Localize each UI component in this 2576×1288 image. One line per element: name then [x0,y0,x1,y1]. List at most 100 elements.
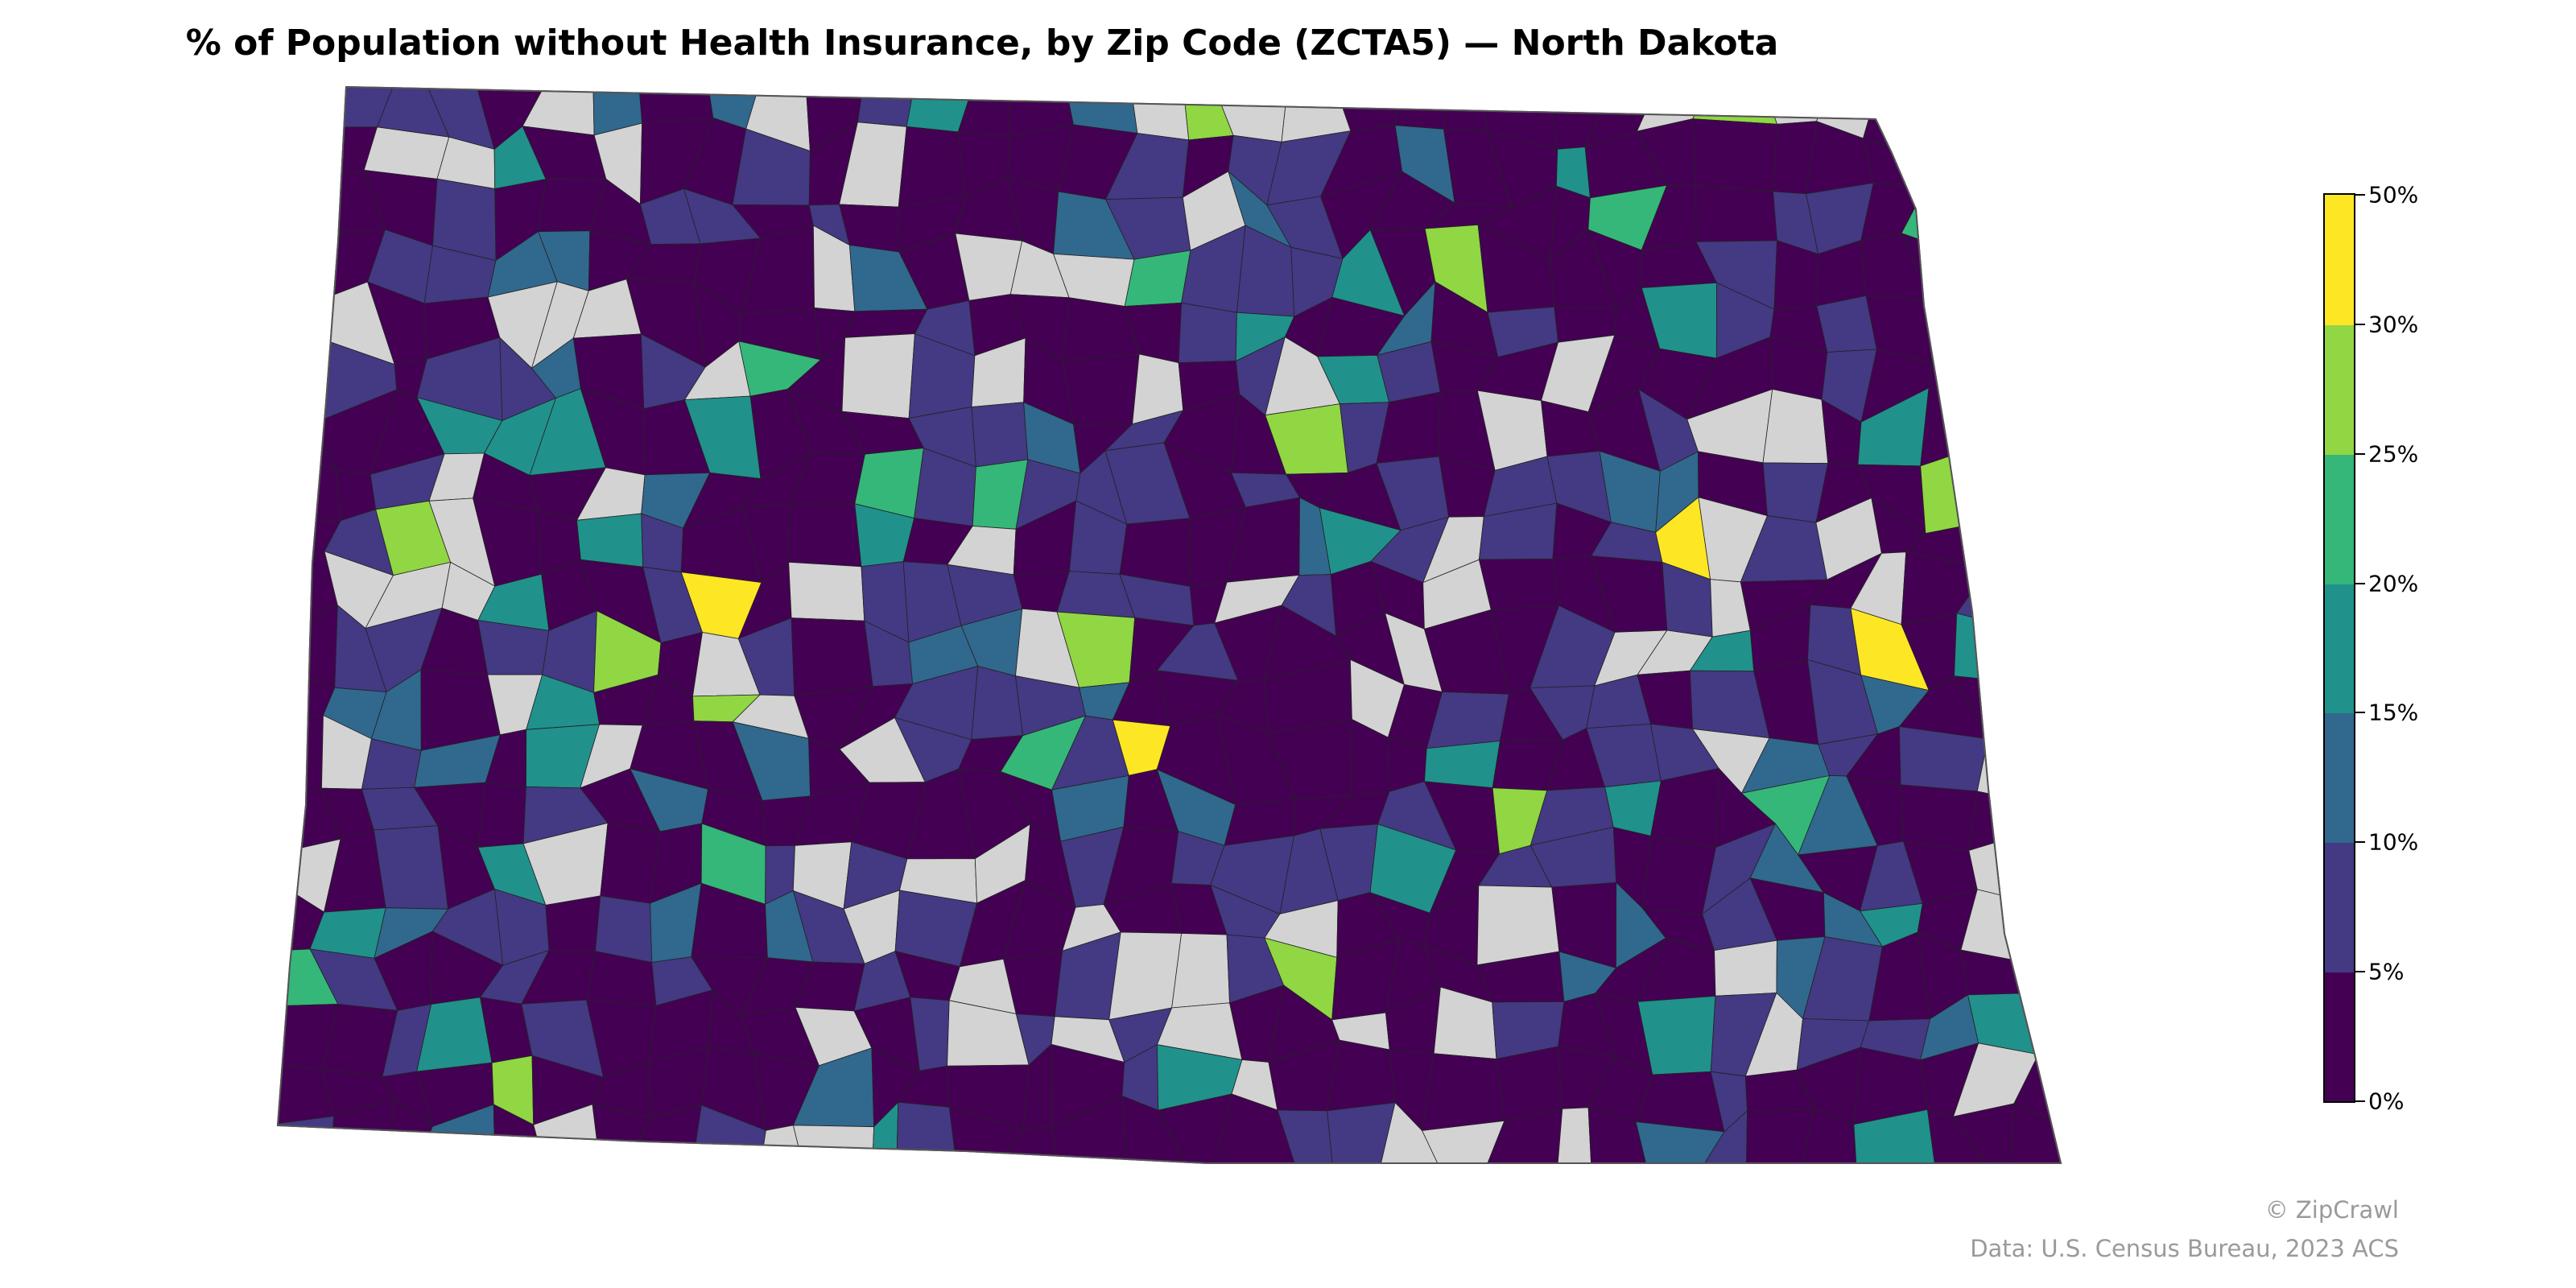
zip-region [1158,1093,1232,1163]
map-title: % of Population without Health Insurance… [185,23,1779,64]
legend-bin [2325,453,2354,584]
legend-tick-mark [2355,971,2365,973]
zip-region [1121,1095,1188,1163]
zip-region [1701,1110,1748,1163]
zip-region [1979,340,2038,405]
zip-region [1981,259,2032,296]
zip-region [1327,1039,1396,1112]
zip-region [595,895,653,963]
legend-tick-mark [2355,582,2365,584]
legend-tick-mark [2355,1100,2365,1102]
zip-region [600,822,661,904]
zip-region [2015,504,2061,583]
zip-region [1108,931,1183,1021]
legend-tick-label: 20% [2368,570,2419,597]
zip-region [2020,728,2061,801]
zip-region [791,617,873,696]
zip-region [1900,784,1978,851]
legend-tick-label: 50% [2368,181,2419,208]
zip-region [278,126,315,181]
zip-region [1863,87,1913,151]
zip-region [278,231,343,303]
zip-region [1485,1108,1563,1163]
zip-region [1968,791,2030,852]
zip-region [788,503,862,568]
zip-region [1853,1108,1936,1163]
zip-region [1379,1101,1440,1163]
legend-tick-mark [2355,712,2365,714]
zip-region [1635,1121,1725,1163]
zip-region [278,340,331,424]
zip-region [1954,613,2027,684]
legend-tick-label: 5% [2368,958,2405,985]
color-legend: 0% 5% 10% 15% 20% 25% 30% 50% [2318,182,2447,1115]
zip-region [2015,570,2061,630]
zip-region [1959,149,2042,208]
legend-tick-mark [2355,194,2365,196]
zip-region [957,87,1011,137]
legend-bin [2325,195,2354,325]
zip-region [1277,1109,1334,1163]
zip-region [1901,551,1990,625]
zip-region [1587,1107,1648,1163]
zip-region [1443,87,1488,131]
legend-bin [2325,712,2354,844]
zip-region [971,402,1029,468]
zip-region [1212,1093,1297,1163]
legend-bin [2325,324,2354,455]
zip-region [278,605,338,688]
zip-region [2020,768,2061,833]
legend-tick-mark [2355,841,2365,844]
zip-region [841,333,915,419]
zip-region [638,87,714,124]
zip-region [1972,394,2030,448]
zip-region [2030,293,2061,361]
zip-region [898,126,966,208]
zip-region [2037,144,2061,208]
zip-region [2013,446,2061,521]
zip-region [1862,138,1927,187]
zip-region [1394,87,1453,130]
legend-tick-label: 0% [2368,1088,2405,1115]
zip-region [2010,193,2061,261]
zip-region [278,715,324,798]
zip-region [1171,933,1230,1009]
zip-region [278,1116,335,1163]
copyright-text: © ZipCrawl [2264,1196,2399,1224]
zip-region [2023,944,2061,1014]
legend-colorbar [2323,193,2355,1103]
legend-tick-label: 10% [2368,828,2419,856]
zip-region [1960,949,2033,996]
zip-region [278,283,331,343]
zip-region [1424,741,1501,789]
zip-region [1421,1120,1505,1163]
zip-region [1952,1103,2015,1163]
zip-region [1920,387,1990,467]
zip-region [1557,1107,1592,1163]
zip-code-regions [278,87,2061,1163]
zip-region [2013,388,2061,456]
zip-region [1926,1108,1990,1163]
zip-region [1051,1095,1128,1163]
zip-region [477,782,526,848]
zip-region [1476,885,1560,966]
data-source-text: Data: U.S. Census Bureau, 2023 ACS [1970,1235,2399,1262]
zip-region [1983,504,2027,572]
zip-region [1762,389,1829,464]
zip-region [278,87,315,130]
zip-region [2025,663,2061,746]
zip-region [1976,738,2033,801]
legend-bin [2325,583,2354,714]
zip-region [1496,1046,1563,1121]
zip-region [1973,446,2027,523]
zip-region [1178,302,1237,364]
zip-region [1959,181,2043,262]
legend-tick-label: 30% [2368,311,2419,338]
legend-tick-mark [2355,452,2365,455]
zip-region [576,513,644,568]
zip-region [1930,288,1985,369]
zip-region [1745,1108,1815,1163]
zip-region [2032,876,2061,964]
zip-region [2036,87,2061,151]
